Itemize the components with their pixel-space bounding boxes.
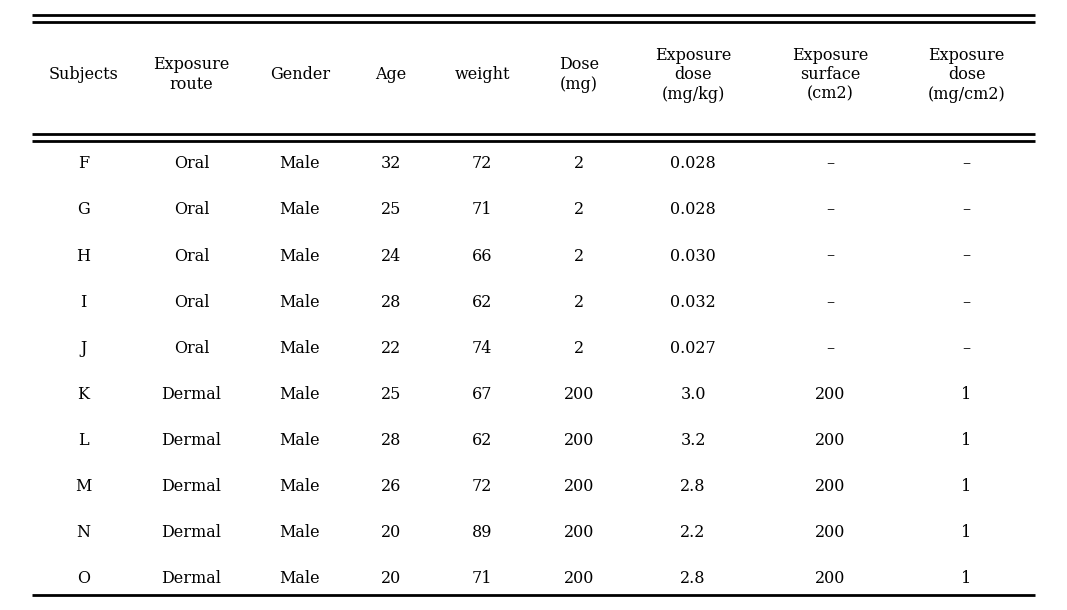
Text: 72: 72 xyxy=(472,478,492,495)
Text: 22: 22 xyxy=(381,340,401,357)
Text: 200: 200 xyxy=(563,386,594,403)
Text: 200: 200 xyxy=(814,386,845,403)
Text: Male: Male xyxy=(280,156,320,173)
Text: 32: 32 xyxy=(381,156,401,173)
Text: Dermal: Dermal xyxy=(161,386,222,403)
Text: 200: 200 xyxy=(563,570,594,587)
Text: N: N xyxy=(77,524,91,541)
Text: Male: Male xyxy=(280,248,320,265)
Text: 1: 1 xyxy=(961,524,972,541)
Text: Male: Male xyxy=(280,340,320,357)
Text: 24: 24 xyxy=(381,248,401,265)
Text: –: – xyxy=(962,248,971,265)
Text: Oral: Oral xyxy=(174,201,209,218)
Text: Exposure
route: Exposure route xyxy=(154,57,229,93)
Text: 2: 2 xyxy=(574,156,584,173)
Text: K: K xyxy=(77,386,90,403)
Text: 1: 1 xyxy=(961,432,972,449)
Text: –: – xyxy=(826,201,834,218)
Text: 25: 25 xyxy=(381,201,401,218)
Text: 0.028: 0.028 xyxy=(670,201,716,218)
Text: –: – xyxy=(826,156,834,173)
Text: 200: 200 xyxy=(814,524,845,541)
Text: Male: Male xyxy=(280,293,320,310)
Text: O: O xyxy=(77,570,90,587)
Text: Dermal: Dermal xyxy=(161,570,222,587)
Text: Oral: Oral xyxy=(174,156,209,173)
Text: Gender: Gender xyxy=(270,66,330,83)
Text: F: F xyxy=(78,156,89,173)
Text: Male: Male xyxy=(280,432,320,449)
Text: Male: Male xyxy=(280,570,320,587)
Text: Male: Male xyxy=(280,478,320,495)
Text: 200: 200 xyxy=(563,432,594,449)
Text: 2.8: 2.8 xyxy=(681,570,705,587)
Text: 3.0: 3.0 xyxy=(681,386,705,403)
Text: 62: 62 xyxy=(472,432,492,449)
Text: Age: Age xyxy=(376,66,407,83)
Text: 0.030: 0.030 xyxy=(670,248,716,265)
Text: 200: 200 xyxy=(814,432,845,449)
Text: 28: 28 xyxy=(381,293,401,310)
Text: 2: 2 xyxy=(574,248,584,265)
Text: Exposure
dose
(mg/kg): Exposure dose (mg/kg) xyxy=(655,46,731,103)
Text: Dose
(mg): Dose (mg) xyxy=(559,57,600,93)
Text: Dermal: Dermal xyxy=(161,432,222,449)
Text: 20: 20 xyxy=(381,524,401,541)
Text: Exposure
dose
(mg/cm2): Exposure dose (mg/cm2) xyxy=(927,46,1005,103)
Text: 2: 2 xyxy=(574,293,584,310)
Text: –: – xyxy=(962,293,971,310)
Text: 67: 67 xyxy=(472,386,493,403)
Text: 62: 62 xyxy=(472,293,492,310)
Text: 200: 200 xyxy=(563,478,594,495)
Text: Oral: Oral xyxy=(174,293,209,310)
Text: Oral: Oral xyxy=(174,248,209,265)
Text: 66: 66 xyxy=(472,248,493,265)
Text: 1: 1 xyxy=(961,478,972,495)
Text: weight: weight xyxy=(455,66,510,83)
Text: 26: 26 xyxy=(381,478,401,495)
Text: 20: 20 xyxy=(381,570,401,587)
Text: 28: 28 xyxy=(381,432,401,449)
Text: 2.8: 2.8 xyxy=(681,478,705,495)
Text: Oral: Oral xyxy=(174,340,209,357)
Text: G: G xyxy=(77,201,90,218)
Text: Dermal: Dermal xyxy=(161,478,222,495)
Text: 72: 72 xyxy=(472,156,492,173)
Text: –: – xyxy=(962,201,971,218)
Text: 0.028: 0.028 xyxy=(670,156,716,173)
Text: Dermal: Dermal xyxy=(161,524,222,541)
Text: 25: 25 xyxy=(381,386,401,403)
Text: 200: 200 xyxy=(814,570,845,587)
Text: 0.032: 0.032 xyxy=(670,293,716,310)
Text: –: – xyxy=(826,248,834,265)
Text: 2.2: 2.2 xyxy=(681,524,705,541)
Text: 200: 200 xyxy=(814,478,845,495)
Text: –: – xyxy=(962,156,971,173)
Text: 2: 2 xyxy=(574,340,584,357)
Text: Male: Male xyxy=(280,524,320,541)
Text: Exposure
surface
(cm2): Exposure surface (cm2) xyxy=(792,46,869,103)
Text: I: I xyxy=(80,293,86,310)
Text: 3.2: 3.2 xyxy=(681,432,705,449)
Text: 1: 1 xyxy=(961,386,972,403)
Text: L: L xyxy=(78,432,89,449)
Text: –: – xyxy=(826,340,834,357)
Text: 74: 74 xyxy=(472,340,492,357)
Text: Male: Male xyxy=(280,201,320,218)
Text: J: J xyxy=(80,340,86,357)
Text: 2: 2 xyxy=(574,201,584,218)
Text: 200: 200 xyxy=(563,524,594,541)
Text: 0.027: 0.027 xyxy=(670,340,716,357)
Text: M: M xyxy=(75,478,92,495)
Text: 89: 89 xyxy=(472,524,493,541)
Text: 71: 71 xyxy=(472,201,493,218)
Text: –: – xyxy=(962,340,971,357)
Text: 1: 1 xyxy=(961,570,972,587)
Text: Male: Male xyxy=(280,386,320,403)
Text: H: H xyxy=(77,248,91,265)
Text: 71: 71 xyxy=(472,570,493,587)
Text: Subjects: Subjects xyxy=(48,66,118,83)
Text: –: – xyxy=(826,293,834,310)
